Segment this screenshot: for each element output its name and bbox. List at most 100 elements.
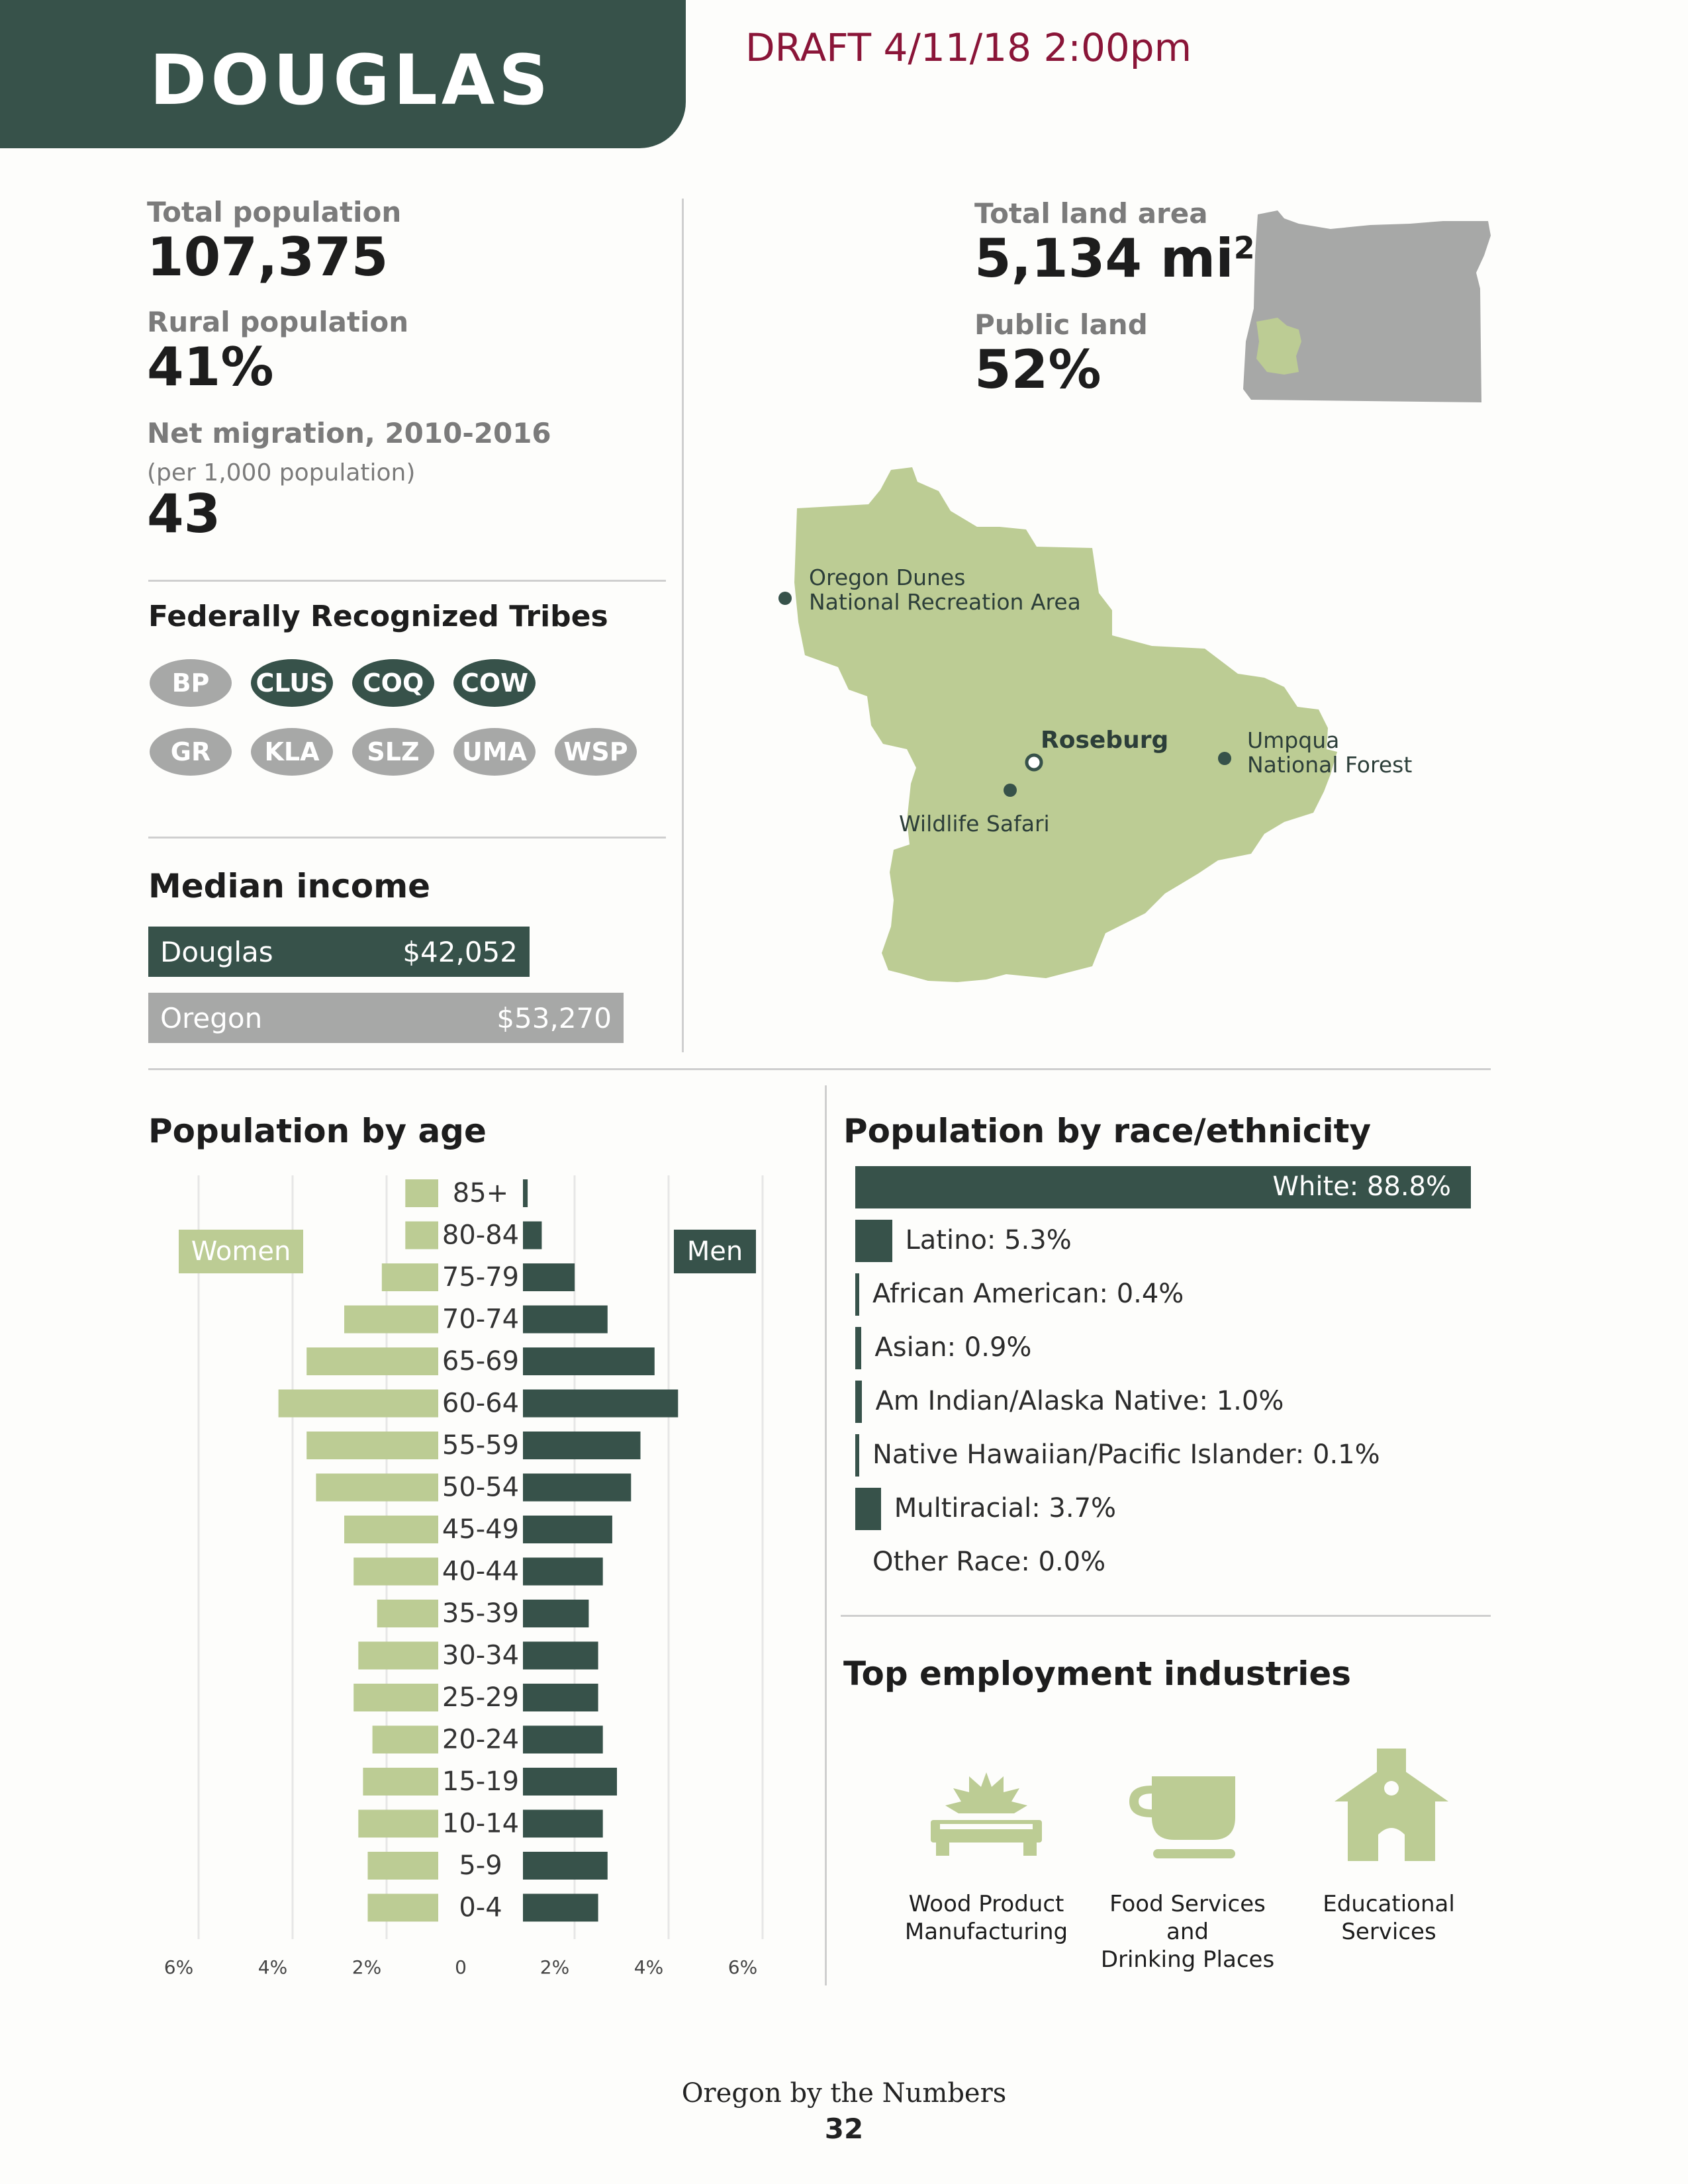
men-bar-85+ [523, 1179, 528, 1207]
draft-stamp: DRAFT 4/11/18 2:00pm [745, 25, 1192, 70]
net-migration-label: Net migration, 2010-2016 [147, 417, 551, 449]
age-category-label: 10-14 [442, 1809, 519, 1839]
age-category-label: 85+ [453, 1178, 508, 1208]
oregon-dunes-marker [778, 592, 792, 605]
women-bar-45-49 [344, 1516, 438, 1543]
total-population-value: 107,375 [147, 226, 389, 288]
douglas-county-highlight [1256, 318, 1301, 375]
saw-blade-icon [931, 1772, 1042, 1856]
tribe-pill-uma: UMA [453, 728, 536, 776]
x-tick-label: 6% [728, 1956, 757, 1978]
land-area-value: 5,134 mi2 [974, 228, 1255, 289]
women-bar-0-4 [367, 1893, 438, 1922]
age-category-label: 40-44 [442, 1557, 519, 1587]
income-bar-douglas: Douglas $42,052 [148, 927, 530, 977]
x-tick-label: 6% [164, 1956, 193, 1978]
wildlife-safari-marker [1004, 784, 1017, 797]
land-area-superscript: 2 [1233, 230, 1255, 266]
age-chart-title: Population by age [148, 1112, 487, 1150]
douglas-county-map [778, 467, 1337, 982]
women-legend: Women [179, 1230, 303, 1273]
race-bar [855, 1434, 859, 1477]
race-bar [855, 1488, 881, 1530]
divider [148, 580, 666, 582]
age-category-label: 60-64 [442, 1388, 519, 1419]
page-number: 32 [824, 2113, 864, 2145]
age-category-label: 70-74 [442, 1304, 519, 1335]
income-value: $53,270 [496, 1001, 612, 1034]
employment-title: Top employment industries [843, 1655, 1352, 1693]
map-label-oregon-dunes: Oregon Dunes National Recreation Area [809, 565, 1081, 615]
age-category-label: 80-84 [442, 1220, 519, 1251]
women-bar-30-34 [358, 1641, 438, 1670]
men-bar-5-9 [523, 1852, 608, 1880]
age-category-label: 0-4 [459, 1893, 502, 1923]
oregon-locator-map [1243, 210, 1491, 402]
women-bar-50-54 [316, 1473, 438, 1502]
men-bar-65-69 [523, 1347, 655, 1375]
umpqua-marker [1218, 752, 1231, 765]
race-bar-label: White: 88.8% [1272, 1171, 1451, 1202]
men-bar-35-39 [523, 1600, 589, 1627]
tribe-pill-gr: GR [150, 728, 232, 776]
race-bar-label: Other Race: 0.0% [872, 1547, 1106, 1577]
race-bar [855, 1327, 862, 1369]
tribe-pill-cow: COW [453, 659, 536, 707]
race-bar-label: Asian: 0.9% [874, 1332, 1032, 1363]
tribe-pill-coq: COQ [352, 659, 434, 707]
age-category-label: 50-54 [442, 1473, 519, 1503]
x-tick-label: 2% [540, 1956, 569, 1978]
footer-title: Oregon by the Numbers [681, 2078, 1007, 2109]
age-category-label: 30-34 [442, 1641, 519, 1671]
women-bar-80-84 [405, 1221, 438, 1250]
race-bar [855, 1381, 863, 1423]
county-shape [794, 467, 1337, 982]
women-bar-25-29 [353, 1684, 438, 1711]
women-bar-20-24 [372, 1725, 438, 1754]
public-land-label: Public land [974, 308, 1148, 341]
race-bar [855, 1166, 1471, 1208]
age-category-label: 65-69 [442, 1346, 519, 1377]
men-bar-15-19 [523, 1768, 617, 1796]
men-bar-20-24 [523, 1725, 603, 1754]
men-bar-55-59 [523, 1432, 641, 1459]
tribe-pill-kla: KLA [251, 728, 333, 776]
x-tick-label: 2% [352, 1956, 381, 1978]
men-bar-70-74 [523, 1305, 608, 1334]
tribe-pill-wsp: WSP [555, 728, 637, 776]
rural-population-value: 41% [147, 336, 274, 398]
coffee-cup-icon [1129, 1776, 1235, 1858]
women-bar-55-59 [306, 1432, 438, 1459]
net-migration-value: 43 [147, 483, 221, 545]
age-category-label: 45-49 [442, 1514, 519, 1545]
men-legend: Men [674, 1230, 756, 1273]
income-value: $42,052 [402, 935, 518, 968]
rural-population-label: Rural population [147, 306, 409, 338]
age-category-label: 25-29 [442, 1682, 519, 1713]
age-category-label: 75-79 [442, 1262, 519, 1293]
public-land-value: 52% [974, 339, 1102, 400]
total-population-label: Total population [147, 196, 402, 228]
women-bar-65-69 [306, 1347, 438, 1375]
population-pyramid-chart: 85+ 80-84 75-79 70-74 65-69 60-64 55-59 50-54 45… [164, 1175, 764, 1978]
schoolhouse-icon [1335, 1749, 1448, 1861]
map-label-umpqua: Umpqua National Forest [1247, 727, 1413, 778]
tribe-pill-bp: BP [150, 659, 232, 707]
men-bar-10-14 [523, 1809, 603, 1838]
tribes-title: Federally Recognized Tribes [148, 600, 608, 633]
tribe-pill-clus: CLUS [251, 659, 333, 707]
women-bar-10-14 [358, 1809, 438, 1838]
women-bar-75-79 [381, 1263, 438, 1291]
women-bar-85+ [405, 1179, 438, 1207]
header-banner [0, 0, 686, 148]
race-bar-label: Am Indian/Alaska Native: 1.0% [875, 1386, 1284, 1416]
land-area-label: Total land area [974, 197, 1208, 230]
men-bar-80-84 [523, 1221, 542, 1250]
income-name: Oregon [160, 1001, 263, 1034]
tribe-pill-slz: SLZ [352, 728, 434, 776]
net-migration-subtitle: (per 1,000 population) [147, 459, 416, 486]
roseburg-marker [1025, 753, 1043, 772]
men-bar-60-64 [523, 1389, 679, 1418]
section-divider [148, 1068, 1491, 1070]
men-bar-25-29 [523, 1684, 598, 1711]
